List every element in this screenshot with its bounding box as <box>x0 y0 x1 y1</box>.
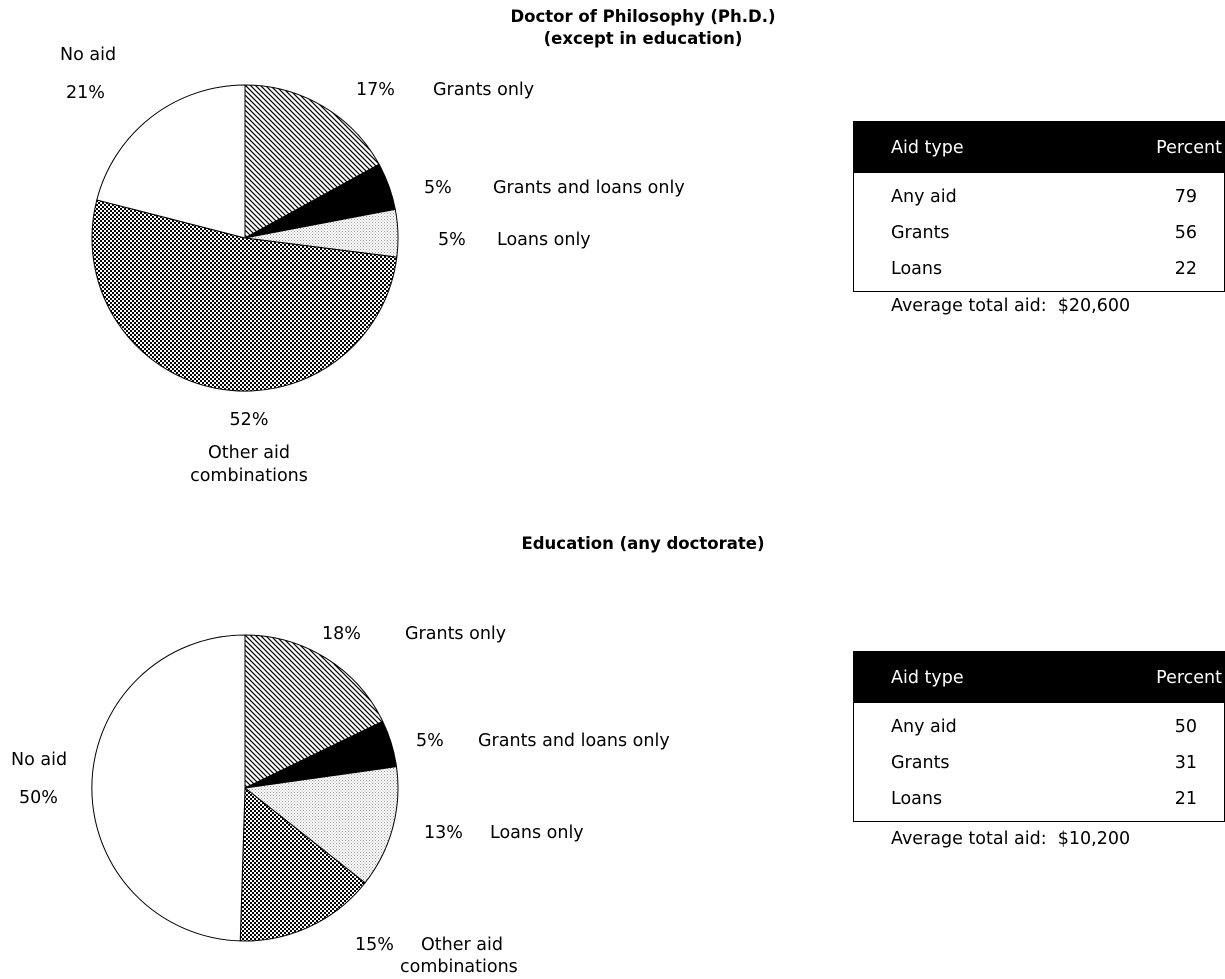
table-row: Any aid 79 <box>854 173 1225 215</box>
pie-slice-grants-only <box>244 634 384 789</box>
pie-slice-no-aid <box>91 634 246 942</box>
slice-value-loans-only: 13% <box>424 823 463 843</box>
row-type: Loans <box>891 789 943 809</box>
table-row: Loans 21 <box>854 781 1225 822</box>
slice-label-other-line2: combinations <box>190 466 308 486</box>
slice-label-other-line1: Other aid <box>421 935 503 955</box>
table-row: Grants 31 <box>854 745 1225 781</box>
header-aid-type: Aid type <box>853 121 1083 173</box>
slice-label-no-aid: No aid <box>60 45 117 65</box>
average-value: $20,600 <box>1057 296 1131 316</box>
slice-value-loans-only: 5% <box>438 230 466 250</box>
pie-slice-other-aid-combinations <box>91 199 398 392</box>
average-value: $10,200 <box>1057 829 1131 849</box>
header-percent: Percent <box>1082 121 1225 173</box>
row-percent: 31 <box>1174 753 1197 773</box>
pie-slice-grants-only <box>244 84 380 239</box>
slice-label-grants-loans: Grants and loans only <box>478 731 670 751</box>
average-label: Average total aid: <box>891 296 1047 316</box>
row-percent: 50 <box>1174 717 1197 737</box>
slice-label-other-line2: combinations <box>400 957 518 977</box>
slice-label-grants-only: Grants only <box>405 624 507 644</box>
row-type: Grants <box>891 753 950 773</box>
pie-slice-loans-only <box>243 766 399 884</box>
table-row: Loans 22 <box>854 251 1225 292</box>
slice-value-no-aid: 21% <box>66 83 105 103</box>
row-type: Any aid <box>891 717 957 737</box>
slice-value-other: 15% <box>355 935 394 955</box>
table-header-row: Aid type Percent <box>853 651 1225 703</box>
slice-value-grants-only: 17% <box>356 80 395 100</box>
slice-value-no-aid: 50% <box>19 788 58 808</box>
row-type: Any aid <box>891 187 957 207</box>
chart-title-line2: (except in education) <box>543 29 743 48</box>
slice-label-grants-only: Grants only <box>433 80 535 100</box>
aid-table-education: Aid type Percent Any aid 50 Grants 31 Lo… <box>853 651 1225 822</box>
pie-education <box>91 634 399 942</box>
chart-title-education: Education (any doctorate) <box>393 533 893 555</box>
row-percent: 21 <box>1174 789 1197 809</box>
pie-slice-no-aid <box>96 84 246 239</box>
table-header-row: Aid type Percent <box>853 121 1225 173</box>
average-total-aid-phd: Average total aid: $20,600 <box>891 296 1130 316</box>
slice-label-grants-loans: Grants and loans only <box>493 178 685 198</box>
average-total-aid-education: Average total aid: $10,200 <box>891 829 1130 849</box>
pie-phd <box>91 84 399 392</box>
chart-title-line1: Education (any doctorate) <box>521 534 765 553</box>
header-aid-type: Aid type <box>853 651 1083 703</box>
table-row: Any aid 50 <box>854 703 1225 745</box>
average-label: Average total aid: <box>891 829 1047 849</box>
slice-value-grants-loans: 5% <box>416 731 444 751</box>
row-percent: 56 <box>1174 223 1197 243</box>
slice-label-no-aid: No aid <box>11 750 68 770</box>
aid-table-phd: Aid type Percent Any aid 79 Grants 56 Lo… <box>853 121 1225 292</box>
chart-title-phd: Doctor of Philosophy (Ph.D.) (except in … <box>393 6 893 50</box>
chart-title-line1: Doctor of Philosophy (Ph.D.) <box>510 7 776 26</box>
slice-value-grants-only: 18% <box>322 624 361 644</box>
row-percent: 79 <box>1174 187 1197 207</box>
row-type: Grants <box>891 223 950 243</box>
table-row: Grants 56 <box>854 215 1225 251</box>
slice-label-other-line1: Other aid <box>208 443 290 463</box>
pie-slice-other-aid-combinations <box>239 786 366 942</box>
header-percent: Percent <box>1082 651 1225 703</box>
row-type: Loans <box>891 259 943 279</box>
slice-label-loans-only: Loans only <box>490 823 584 843</box>
slice-label-loans-only: Loans only <box>497 230 591 250</box>
row-percent: 22 <box>1174 259 1197 279</box>
slice-value-grants-loans: 5% <box>424 178 452 198</box>
slice-value-other: 52% <box>229 410 269 430</box>
